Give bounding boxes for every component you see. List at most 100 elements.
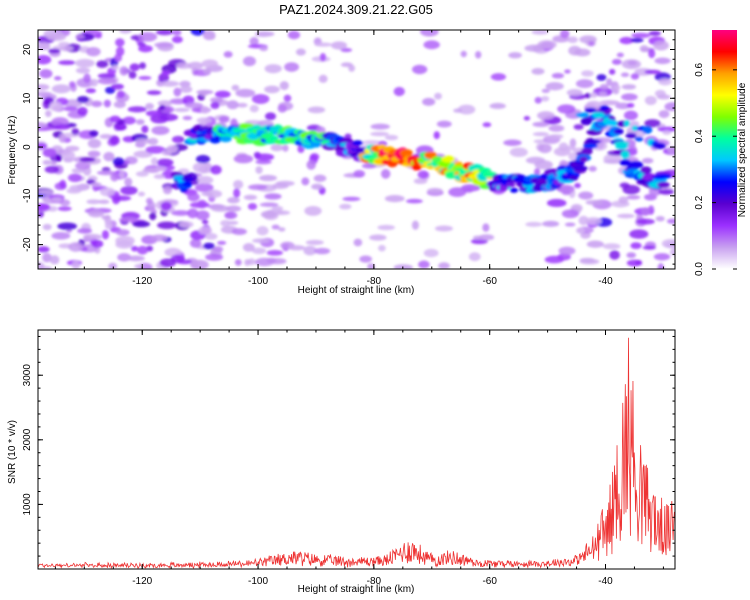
heatmap-noise-cell bbox=[413, 178, 428, 185]
heatmap-y-tick-label: 10 bbox=[22, 92, 33, 104]
heatmap-noise-cell bbox=[85, 88, 97, 94]
heatmap-noise-cell bbox=[38, 122, 48, 129]
heatmap-noise-cell bbox=[49, 101, 62, 112]
heatmap-noise-cell bbox=[159, 258, 176, 268]
heatmap-noise-cell bbox=[626, 252, 637, 259]
heatmap-noise-cell bbox=[295, 48, 306, 56]
heatmap-noise-cell bbox=[86, 46, 101, 57]
heatmap-noise-cell bbox=[116, 90, 125, 99]
heatmap-noise-cell bbox=[53, 124, 71, 130]
heatmap-ridge-cell bbox=[587, 139, 601, 145]
heatmap-noise-cell bbox=[192, 162, 206, 173]
heatmap-noise-cell bbox=[305, 239, 324, 246]
heatmap-noise-cell bbox=[598, 91, 608, 96]
heatmap-noise-cell bbox=[534, 96, 542, 104]
heatmap-noise-cell bbox=[423, 40, 440, 50]
heatmap-noise-cell bbox=[83, 73, 91, 84]
heatmap-noise-cell bbox=[68, 242, 84, 252]
heatmap-noise-cell bbox=[42, 252, 52, 263]
heatmap-noise-cell bbox=[87, 150, 101, 158]
heatmap-noise-cell bbox=[596, 74, 607, 81]
heatmap-noise-cell bbox=[119, 66, 129, 76]
heatmap-noise-cell bbox=[575, 79, 594, 89]
heatmap-ridge-cell bbox=[582, 143, 598, 149]
snr-x-axis-label: Height of straight line (km) bbox=[298, 584, 415, 595]
heatmap-noise-cell bbox=[38, 83, 50, 91]
colorbar-tick-label: 0.6 bbox=[694, 62, 705, 76]
heatmap-noise-cell bbox=[111, 83, 124, 90]
heatmap-ridge-cell bbox=[613, 128, 624, 135]
heatmap-noise-cell bbox=[58, 41, 70, 47]
heatmap-noise-cell bbox=[453, 108, 463, 113]
heatmap-noise-cell bbox=[200, 106, 210, 114]
heatmap-noise-cell bbox=[482, 122, 492, 128]
heatmap-noise-cell bbox=[658, 110, 670, 119]
heatmap-noise-cell bbox=[187, 208, 199, 219]
heatmap-noise-cell bbox=[132, 220, 151, 228]
snr-x-tick-label: -80 bbox=[367, 576, 382, 587]
heatmap-noise-cell bbox=[59, 45, 74, 52]
heatmap-noise-cell bbox=[115, 38, 125, 47]
heatmap-noise-cell bbox=[255, 32, 271, 37]
heatmap-noise-cell bbox=[648, 48, 656, 59]
heatmap-noise-cell bbox=[578, 191, 594, 200]
heatmap-noise-cell bbox=[157, 100, 173, 107]
heatmap-noise-cell bbox=[657, 263, 665, 269]
heatmap-noise-cell bbox=[235, 88, 256, 98]
heatmap-noise-cell bbox=[234, 259, 242, 266]
heatmap-noise-cell bbox=[77, 228, 93, 234]
heatmap-noise-cell bbox=[231, 84, 240, 91]
heatmap-noise-cell bbox=[155, 30, 174, 36]
snr-plot-area bbox=[38, 337, 675, 569]
heatmap-noise-cell bbox=[87, 138, 102, 149]
heatmap-noise-cell bbox=[55, 154, 63, 162]
heatmap-noise-cell bbox=[198, 226, 213, 235]
heatmap-noise-cell bbox=[377, 224, 396, 231]
heatmap-noise-cell bbox=[630, 73, 640, 80]
heatmap-noise-cell bbox=[86, 199, 101, 205]
heatmap-noise-cell bbox=[115, 235, 135, 246]
snr-axes: -120 -100 -80 -60 -40 1000 2000 3000 bbox=[22, 330, 675, 587]
heatmap-ridge-cell bbox=[623, 119, 630, 127]
heatmap-noise-cell bbox=[256, 226, 269, 236]
heatmap-noise-cell bbox=[378, 244, 386, 252]
heatmap-noise-cell bbox=[155, 166, 167, 171]
heatmap-noise-cell bbox=[270, 144, 284, 152]
heatmap-noise-cell bbox=[96, 170, 116, 176]
heatmap-noise-cell bbox=[49, 255, 60, 265]
heatmap-noise-cell bbox=[367, 263, 375, 269]
heatmap-noise-cell bbox=[636, 218, 655, 225]
heatmap-noise-cell bbox=[95, 33, 102, 39]
heatmap-noise-cell bbox=[197, 176, 214, 185]
heatmap-noise-cell bbox=[316, 126, 326, 134]
colorbar bbox=[712, 30, 737, 269]
heatmap-noise-cell bbox=[135, 171, 149, 177]
heatmap-noise-cell bbox=[58, 134, 67, 143]
heatmap-ridge-cell bbox=[652, 142, 666, 150]
heatmap-noise-cell bbox=[482, 223, 490, 232]
heatmap-noise-cell bbox=[472, 235, 483, 240]
heatmap-noise-cell bbox=[225, 205, 242, 212]
heatmap-noise-cell bbox=[68, 81, 76, 88]
heatmap-noise-cell bbox=[67, 173, 82, 183]
heatmap-noise-cell bbox=[53, 76, 62, 81]
heatmap-noise-cell bbox=[145, 145, 166, 154]
heatmap-ridge-cell bbox=[634, 136, 644, 142]
heatmap-noise-cell bbox=[126, 255, 145, 262]
colorbar-tick-label: 0.0 bbox=[694, 262, 705, 276]
heatmap-noise-cell bbox=[630, 37, 644, 43]
snr-x-tick-label: -40 bbox=[598, 576, 613, 587]
snr-x-tick-label: -120 bbox=[132, 576, 152, 587]
heatmap-noise-cell bbox=[283, 94, 292, 102]
heatmap-noise-cell bbox=[422, 97, 436, 106]
heatmap-noise-cell bbox=[101, 230, 110, 240]
heatmap-noise-cell bbox=[147, 137, 159, 145]
heatmap-noise-cell bbox=[642, 245, 657, 250]
heatmap-noise-cell bbox=[226, 100, 239, 110]
heatmap-y-tick-label: 0 bbox=[22, 144, 33, 150]
heatmap-noise-cell bbox=[534, 168, 541, 176]
heatmap-noise-cell bbox=[525, 221, 543, 227]
heatmap-noise-cell bbox=[201, 219, 209, 224]
snr-y-tick-label: 2000 bbox=[22, 428, 33, 451]
heatmap-noise-cell bbox=[71, 260, 81, 269]
